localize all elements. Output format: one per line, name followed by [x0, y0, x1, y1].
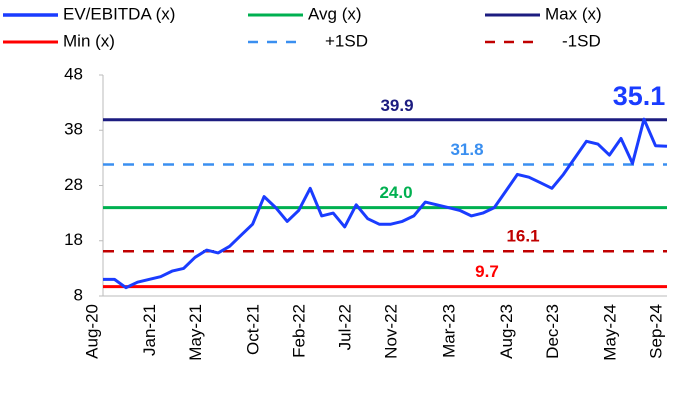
line-series	[103, 117, 668, 290]
legend-label: -1SD	[562, 31, 601, 50]
x-tick-label: May-21	[186, 304, 205, 361]
end-label: 35.1	[613, 81, 666, 111]
x-tick-label: Dec-23	[543, 304, 562, 359]
x-tick-label: May-24	[600, 304, 619, 361]
legend-label: EV/EBITDA (x)	[63, 4, 175, 23]
x-tick-label: Sep-24	[646, 304, 665, 359]
legend-label: Max (x)	[545, 4, 602, 23]
x-tick-label: Aug-20	[82, 304, 101, 359]
x-tick-label: Jul-22	[336, 304, 355, 350]
x-tick-label: Mar-23	[439, 304, 458, 358]
x-tick-label: Jan-21	[140, 304, 159, 356]
value-label: 16.1	[506, 227, 539, 246]
x-tick-label: Aug-23	[497, 304, 516, 359]
y-tick-label: 18	[64, 230, 83, 249]
value-label: 39.9	[380, 96, 413, 115]
value-label: 9.7	[475, 262, 499, 281]
y-tick-label: 48	[64, 64, 83, 83]
value-label: 24.0	[379, 183, 412, 202]
legend-label: Avg (x)	[308, 4, 362, 23]
x-tick-label: Nov-22	[382, 304, 401, 359]
y-tick-label: 28	[64, 175, 83, 194]
x-tick-label: Feb-22	[290, 304, 309, 358]
legend-label: +1SD	[325, 31, 368, 50]
y-tick-label: 38	[64, 120, 83, 139]
legend-label: Min (x)	[63, 31, 115, 50]
value-label: 31.8	[450, 140, 483, 159]
x-tick-label: Oct-21	[244, 304, 263, 355]
y-tick-label: 8	[74, 285, 83, 304]
